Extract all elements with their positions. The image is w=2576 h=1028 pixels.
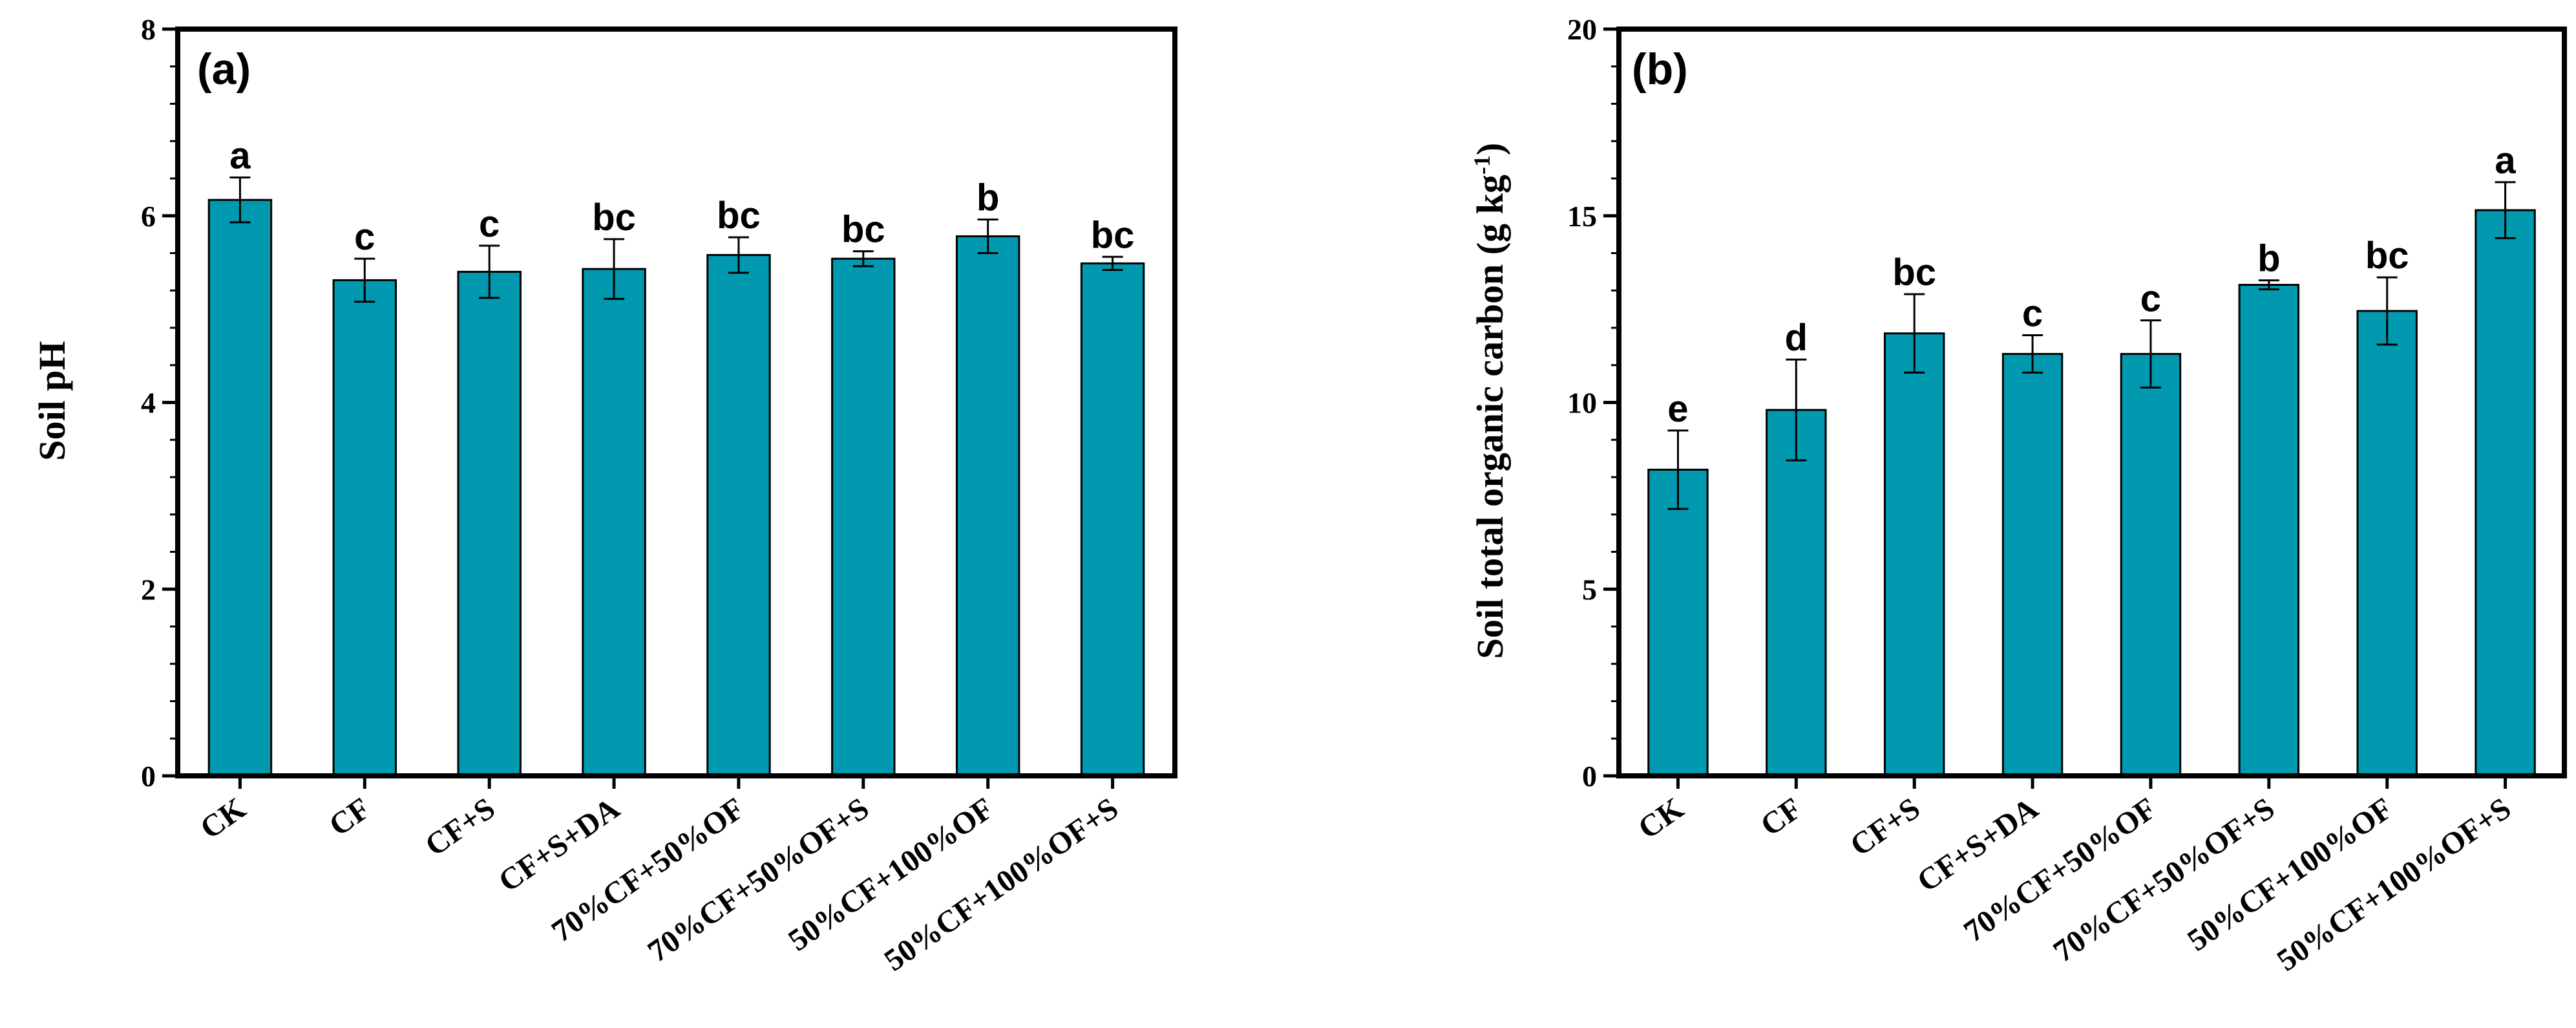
x-tick-label-1: CK — [194, 791, 251, 846]
significance-label-5: bc — [717, 195, 761, 237]
y-tick-label: 20 — [1567, 13, 1597, 46]
y-tick-label: 15 — [1567, 200, 1597, 233]
bar-8 — [1080, 262, 1145, 777]
bar-5 — [2120, 352, 2182, 777]
x-tick-label-5: 70%CF+50%OF — [1958, 791, 2162, 949]
bar-2 — [332, 279, 397, 777]
error-bar-8 — [1102, 255, 1123, 271]
y-tick-label: 0 — [1582, 760, 1597, 793]
error-bar-4 — [2022, 334, 2043, 374]
x-tick-label-6: 70%CF+50%OF+S — [2047, 791, 2281, 969]
significance-label-6: b — [2257, 238, 2280, 280]
bar-1 — [1647, 468, 1709, 777]
x-tick-label-3: CF+S — [1844, 791, 1926, 863]
significance-label-6: bc — [841, 209, 885, 251]
x-tick-label-7: 50%CF+100%OF — [782, 791, 1000, 958]
bar-3 — [1883, 332, 1945, 777]
significance-label-5: c — [2140, 277, 2161, 319]
x-tick-label-6: 70%CF+50%OF+S — [642, 791, 875, 969]
y-tick-label: 4 — [141, 387, 156, 420]
error-bar-5 — [2140, 319, 2161, 389]
y-axis-label: Soil pH — [31, 341, 73, 460]
x-tick-label-7: 50%CF+100%OF — [2181, 791, 2399, 958]
bar-1 — [207, 198, 273, 777]
significance-label-8: bc — [1091, 214, 1135, 256]
x-tick-label-8: 50%CF+100%OF+S — [878, 791, 1124, 978]
plot-frame — [175, 27, 1177, 778]
significance-label-2: c — [354, 216, 375, 258]
significance-label-4: bc — [592, 197, 636, 239]
y-tick-label: 8 — [141, 13, 156, 46]
y-tick-label: 10 — [1567, 387, 1597, 420]
bar-7 — [2356, 310, 2418, 777]
bar-6 — [831, 257, 896, 777]
significance-label-2: d — [1785, 317, 1808, 359]
error-bar-3 — [479, 244, 500, 299]
y-tick-label: 0 — [141, 760, 156, 793]
error-bar-4 — [604, 238, 625, 300]
significance-label-8: a — [2495, 140, 2516, 182]
x-tick-label-2: CF — [323, 791, 377, 843]
error-bar-6 — [2258, 279, 2279, 291]
significance-label-1: a — [229, 135, 251, 177]
significance-label-7: bc — [2365, 235, 2409, 277]
error-bar-1 — [1667, 429, 1689, 510]
error-bar-3 — [1904, 293, 1925, 374]
error-bar-2 — [1786, 358, 1807, 462]
bar-6 — [2238, 284, 2300, 777]
error-bar-6 — [852, 250, 874, 268]
y-tick-label: 6 — [141, 200, 156, 233]
error-bar-1 — [229, 177, 251, 224]
x-tick-label-3: CF+S — [419, 791, 501, 863]
error-bar-8 — [2495, 181, 2516, 239]
bar-4 — [2001, 352, 2064, 777]
error-bar-7 — [2376, 276, 2398, 346]
bar-3 — [457, 270, 522, 777]
bar-5 — [706, 253, 771, 777]
x-tick-label-1: CK — [1632, 791, 1689, 846]
significance-label-4: c — [2022, 293, 2043, 335]
bar-4 — [582, 268, 646, 777]
significance-label-7: b — [977, 177, 999, 219]
bar-2 — [1766, 409, 1827, 777]
y-tick-label: 2 — [141, 573, 156, 606]
significance-label-3: bc — [1892, 252, 1936, 294]
significance-label-1: e — [1667, 388, 1688, 430]
error-bar-7 — [977, 219, 998, 254]
y-tick-label: 5 — [1582, 573, 1597, 606]
y-axis-label: Soil total organic carbon (g kg-1) — [1469, 143, 1511, 659]
panel-label: (a) — [197, 45, 251, 94]
significance-label-3: c — [479, 203, 500, 245]
bar-7 — [955, 235, 1020, 777]
plot-frame — [1616, 27, 2567, 778]
error-bar-5 — [728, 236, 749, 274]
x-tick-label-2: CF — [1755, 791, 1808, 843]
bar-8 — [2475, 209, 2536, 777]
panel-label: (b) — [1632, 45, 1688, 94]
error-bar-2 — [354, 257, 375, 303]
